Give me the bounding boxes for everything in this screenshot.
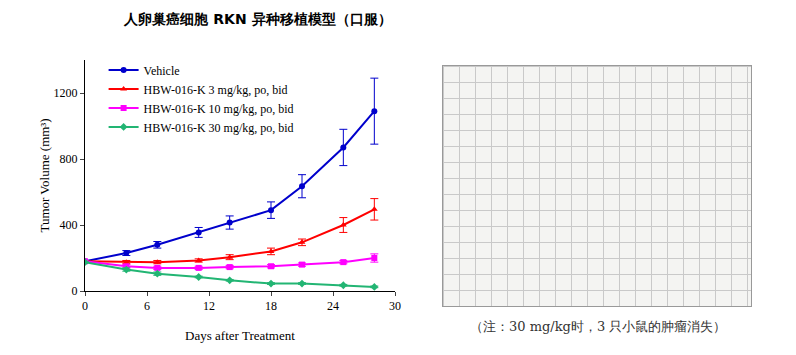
svg-text:HBW-016-K 3 mg/kg, po, bid: HBW-016-K 3 mg/kg, po, bid [144, 83, 288, 97]
svg-text:12: 12 [203, 299, 215, 313]
svg-text:24: 24 [327, 299, 339, 313]
svg-text:1200: 1200 [54, 86, 78, 100]
svg-text:Days after Treatment: Days after Treatment [185, 328, 295, 343]
svg-text:6: 6 [144, 299, 150, 313]
svg-text:800: 800 [60, 152, 78, 166]
svg-text:Tumor Volume (mm³): Tumor Volume (mm³) [37, 118, 52, 232]
svg-text:400: 400 [60, 218, 78, 232]
html-text:（注：30 mg/kg时，3 只小鼠的肿瘤消失）: （注：30 mg/kg时，3 只小鼠的肿瘤消失） [470, 319, 727, 334]
svg-text:30: 30 [389, 299, 401, 313]
svg-text:Vehicle: Vehicle [144, 64, 180, 78]
svg-text:18: 18 [265, 299, 277, 313]
svg-text:人卵巢癌细胞 RKN 异种移植模型（口服）: 人卵巢癌细胞 RKN 异种移植模型（口服） [123, 11, 391, 27]
svg-text:HBW-016-K 30 mg/kg, po, bid: HBW-016-K 30 mg/kg, po, bid [144, 121, 294, 135]
svg-text:0: 0 [72, 284, 78, 298]
svg-text:HBW-016-K 10 mg/kg, po, bid: HBW-016-K 10 mg/kg, po, bid [144, 102, 294, 116]
svg-text:0: 0 [82, 299, 88, 313]
